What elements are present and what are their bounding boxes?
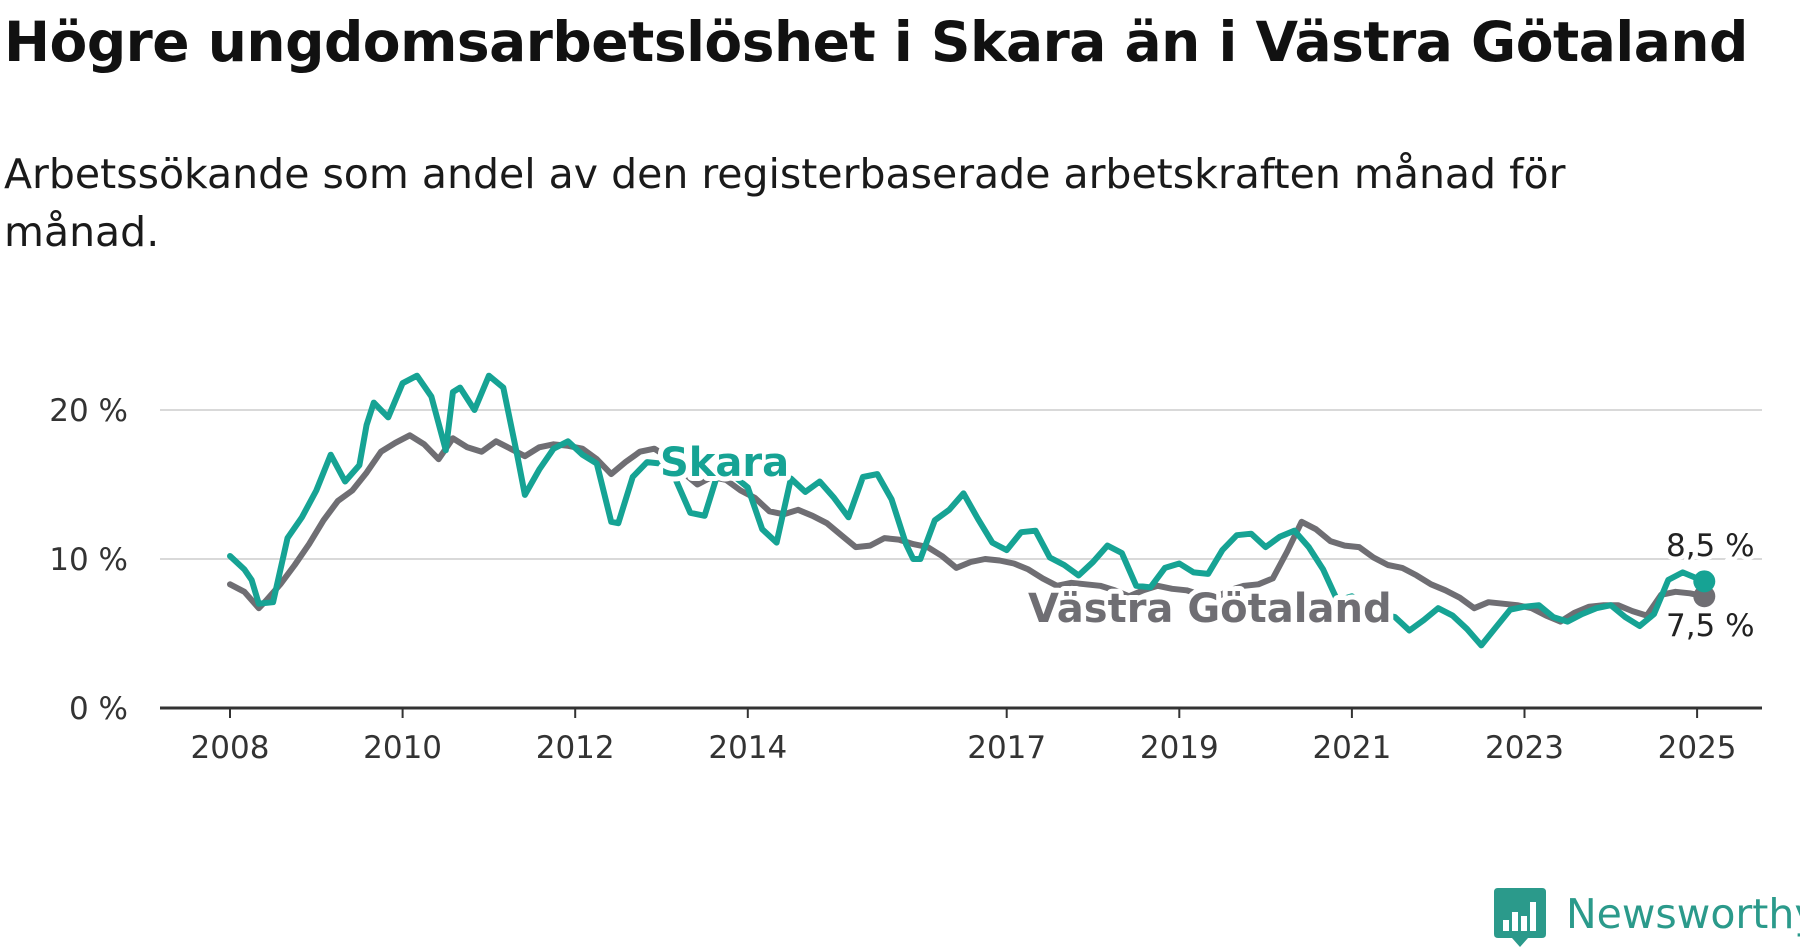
chart-subtitle: Arbetssökande som andel av den registerb…	[4, 150, 1566, 256]
bar-chart-logo-icon	[1494, 888, 1546, 947]
x-tick-label: 2014	[708, 730, 787, 766]
y-tick-label: 10 %	[49, 542, 128, 578]
series-labels: Skara Västra Götaland 8,5 % 7,5 %	[655, 435, 1759, 648]
y-tick-label: 20 %	[49, 393, 128, 429]
x-axis: 2008 2010 2012 2014 2017 2019 2021 2023 2025	[160, 706, 1762, 766]
y-tick-label: 0 %	[69, 691, 128, 727]
end-marker	[1693, 570, 1716, 593]
series-label: Västra Götaland	[1028, 586, 1392, 632]
brand-name: Newsworthy	[1566, 890, 1800, 938]
newsworthy-logo: Newsworthy	[1494, 888, 1800, 948]
chart-title: Högre ungdomsarbetslöshet i Skara än i V…	[4, 10, 1748, 74]
x-tick-label: 2017	[967, 730, 1046, 766]
x-tick-label: 2025	[1658, 730, 1737, 766]
x-tick-label: 2021	[1312, 730, 1391, 766]
series-line-0	[227, 432, 1708, 625]
x-tick-label: 2019	[1140, 730, 1219, 766]
series-label: Skara	[660, 440, 789, 486]
x-tick-label: 2023	[1485, 730, 1564, 766]
end-value-label: 7,5 %	[1666, 608, 1755, 644]
x-tick-label: 2010	[363, 730, 442, 766]
line-chart: 0 % 10 % 20 % 2008 2010 2012 2014 2017 2019 2021…	[49, 372, 1762, 766]
gridlines	[160, 409, 1762, 560]
series-line-1	[227, 372, 1708, 649]
end-value-label: 8,5 %	[1666, 528, 1755, 564]
x-tick-label: 2012	[536, 730, 615, 766]
series-lines	[227, 372, 1716, 649]
x-tick-label: 2008	[191, 730, 270, 766]
y-axis-ticks: 0 % 10 % 20 %	[49, 393, 128, 727]
